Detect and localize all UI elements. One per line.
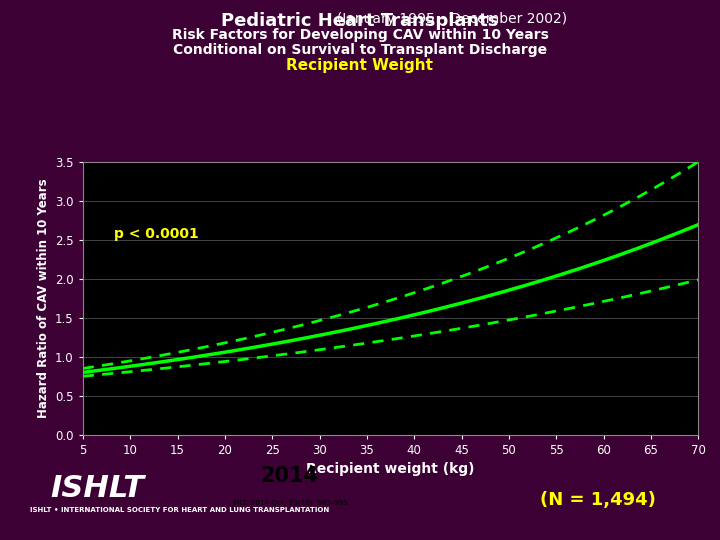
X-axis label: Recipient weight (kg): Recipient weight (kg) — [306, 462, 475, 476]
Text: ISHLT: ISHLT — [50, 474, 144, 503]
Text: Pediatric Heart Transplants: Pediatric Heart Transplants — [221, 12, 499, 30]
Text: ISHLT • INTERNATIONAL SOCIETY FOR HEART AND LUNG TRANSPLANTATION: ISHLT • INTERNATIONAL SOCIETY FOR HEART … — [30, 507, 330, 514]
Y-axis label: Hazard Ratio of CAV within 10 Years: Hazard Ratio of CAV within 10 Years — [37, 179, 50, 418]
Text: (N = 1,494): (N = 1,494) — [540, 490, 655, 509]
Text: JHLT. 2014 Oct; 33(10): 985-995: JHLT. 2014 Oct; 33(10): 985-995 — [232, 500, 348, 506]
Text: (January 1995 – December 2002): (January 1995 – December 2002) — [153, 12, 567, 26]
Text: p < 0.0001: p < 0.0001 — [114, 227, 198, 241]
Text: 2014: 2014 — [261, 466, 319, 486]
Text: Recipient Weight: Recipient Weight — [287, 58, 433, 73]
Text: Risk Factors for Developing CAV within 10 Years: Risk Factors for Developing CAV within 1… — [171, 28, 549, 42]
Text: Conditional on Survival to Transplant Discharge: Conditional on Survival to Transplant Di… — [173, 43, 547, 57]
